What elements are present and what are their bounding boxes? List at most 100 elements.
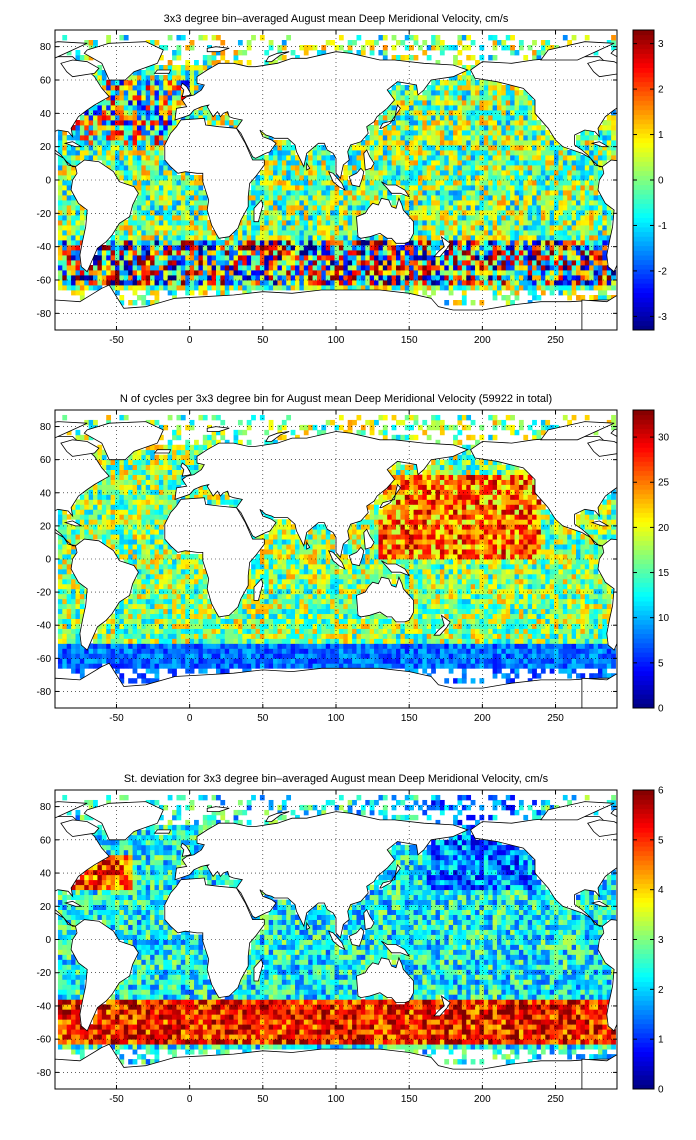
heatmap-cell <box>505 270 511 276</box>
heatmap-cell <box>496 170 502 176</box>
heatmap-cell <box>237 265 243 271</box>
heatmap-cell <box>567 275 573 281</box>
heatmap-cell <box>576 205 581 211</box>
heatmap-cell <box>308 260 313 266</box>
heatmap-cell <box>606 225 612 231</box>
heatmap-cell <box>62 653 68 659</box>
heatmap-cell <box>576 185 581 191</box>
heatmap-cell <box>483 150 489 156</box>
heatmap-cell <box>145 115 151 121</box>
heatmap-cell <box>286 160 292 166</box>
heatmap-cell <box>396 130 401 136</box>
heatmap-cell <box>172 653 177 659</box>
heatmap-cell <box>378 250 384 256</box>
heatmap-cell <box>470 180 476 186</box>
heatmap-cell <box>281 40 287 46</box>
heatmap-cell <box>290 648 296 654</box>
heatmap-cell <box>558 205 564 211</box>
heatmap-cell <box>295 200 300 206</box>
heatmap-cell <box>268 260 274 266</box>
heatmap-cell <box>545 265 551 271</box>
heatmap-cell <box>356 160 362 166</box>
heatmap-cell <box>132 105 138 111</box>
heatmap-cell <box>150 285 155 291</box>
heatmap-cell <box>264 230 270 236</box>
heatmap-cell <box>501 120 507 126</box>
heatmap-cell <box>439 220 445 226</box>
heatmap-cell <box>426 120 432 126</box>
heatmap-cell <box>132 95 138 101</box>
heatmap-cell <box>532 260 537 266</box>
heatmap-cell <box>312 190 318 196</box>
heatmap-cell <box>268 653 274 659</box>
heatmap-cell <box>532 210 537 216</box>
heatmap-cell <box>562 160 568 166</box>
heatmap-cell <box>483 225 489 231</box>
heatmap-cell <box>571 290 577 296</box>
heatmap-cell <box>562 205 568 211</box>
heatmap-cell <box>347 180 353 186</box>
heatmap-cell <box>470 140 476 146</box>
colorbar-tick-label: -3 <box>658 312 667 323</box>
heatmap-cell <box>97 130 103 136</box>
heatmap-cell <box>189 658 195 664</box>
colorbar-segment <box>633 156 654 162</box>
heatmap-cell <box>554 170 559 176</box>
heatmap-cell <box>435 115 441 121</box>
heatmap-cell <box>597 175 603 181</box>
heatmap-cell <box>431 195 436 201</box>
heatmap-cell <box>316 245 322 251</box>
heatmap-cell <box>158 105 164 111</box>
heatmap-cell <box>115 90 120 96</box>
heatmap-cell <box>150 663 155 669</box>
heatmap-cell <box>123 175 129 181</box>
y-tick-label: -80 <box>37 309 52 320</box>
heatmap-cell <box>549 155 555 161</box>
heatmap-cell <box>176 270 182 276</box>
heatmap-cell <box>163 205 169 211</box>
heatmap-cell <box>382 170 388 176</box>
heatmap-cell <box>321 648 327 654</box>
heatmap-cell <box>387 140 393 146</box>
heatmap-cell <box>483 215 489 221</box>
heatmap-cell <box>246 255 252 261</box>
heatmap-cell <box>369 175 375 181</box>
heatmap-cell <box>273 200 278 206</box>
heatmap-cell <box>576 250 581 256</box>
heatmap-cell <box>479 265 485 271</box>
heatmap-cell <box>554 230 559 236</box>
heatmap-cell <box>295 215 300 221</box>
heatmap-cell <box>62 170 68 176</box>
heatmap-cell <box>176 50 182 56</box>
heatmap-cell <box>176 663 182 669</box>
colorbar-segment <box>633 119 654 125</box>
heatmap-cell <box>136 285 142 291</box>
heatmap-cell <box>84 110 90 116</box>
heatmap-cell <box>387 170 393 176</box>
heatmap-cell <box>439 145 445 151</box>
heatmap-cell <box>110 135 116 141</box>
heatmap-cell <box>242 225 248 231</box>
heatmap-cell <box>185 215 191 221</box>
heatmap-cell <box>483 195 489 201</box>
heatmap-cell <box>136 235 142 241</box>
heatmap-cell <box>501 45 507 51</box>
heatmap-cell <box>444 225 450 231</box>
heatmap-cell <box>435 125 441 131</box>
heatmap-cell <box>93 150 98 156</box>
heatmap-cell <box>545 130 551 136</box>
heatmap-cell <box>545 135 551 141</box>
heatmap-cell <box>308 210 313 216</box>
heatmap-cell <box>255 663 261 669</box>
heatmap-cell <box>391 265 397 271</box>
heatmap-cell <box>597 215 603 221</box>
heatmap-cell <box>97 663 103 669</box>
heatmap-cell <box>589 245 594 251</box>
heatmap-cell <box>597 653 603 659</box>
heatmap-cell <box>571 35 577 41</box>
heatmap-cell <box>466 658 472 664</box>
heatmap-cell <box>439 165 445 171</box>
heatmap-cell <box>466 105 472 111</box>
land-mass <box>63 141 83 148</box>
heatmap-cell <box>264 280 270 286</box>
